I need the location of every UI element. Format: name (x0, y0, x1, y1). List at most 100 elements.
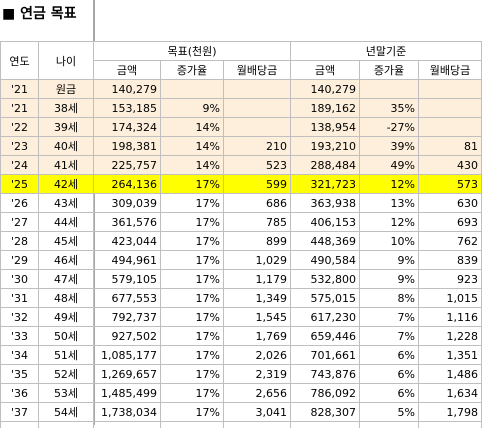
cell-year[interactable]: '27 (1, 213, 39, 232)
cell-year[interactable]: '36 (1, 384, 39, 403)
cell-target-amount[interactable]: 423,044 (94, 232, 161, 251)
cell-yearend-dividend[interactable]: 839 (419, 251, 482, 270)
cell-year[interactable]: '22 (1, 118, 39, 137)
cell-yearend-amount[interactable]: 743,876 (291, 365, 360, 384)
cell-yearend-dividend[interactable] (419, 118, 482, 137)
cell-target-growth[interactable]: 17% (161, 289, 224, 308)
cell-target-growth[interactable]: 17% (161, 327, 224, 346)
cell-yearend-amount[interactable]: 659,446 (291, 327, 360, 346)
cell-year[interactable]: '30 (1, 270, 39, 289)
cell-age[interactable]: 40세 (39, 137, 94, 156)
cell-yearend-dividend[interactable]: 1,486 (419, 365, 482, 384)
cell-yearend-dividend[interactable]: 1,015 (419, 289, 482, 308)
header-target-group[interactable]: 목표(천원) (94, 42, 291, 61)
cell-yearend-dividend[interactable] (419, 99, 482, 118)
cell-yearend-amount[interactable]: 138,954 (291, 118, 360, 137)
cell-yearend-dividend[interactable]: 1,116 (419, 308, 482, 327)
cell-target-amount[interactable]: 264,136 (94, 175, 161, 194)
cell-year[interactable]: '34 (1, 346, 39, 365)
cell-target-dividend[interactable]: 2,656 (224, 384, 291, 403)
header-year[interactable]: 연도 (1, 42, 39, 80)
cell-yearend-amount[interactable]: 321,723 (291, 175, 360, 194)
header-target-amount[interactable]: 금액 (94, 61, 161, 80)
cell-yearend-growth[interactable]: 7% (360, 308, 419, 327)
cell-age[interactable]: 43세 (39, 194, 94, 213)
cell-yearend-dividend[interactable]: 573 (419, 175, 482, 194)
cell-target-growth[interactable]: 17% (161, 308, 224, 327)
cell-target-dividend[interactable]: 210 (224, 137, 291, 156)
cell-target-amount[interactable]: 677,553 (94, 289, 161, 308)
cell-target-amount[interactable]: 153,185 (94, 99, 161, 118)
cell-target-amount[interactable]: 140,279 (94, 80, 161, 99)
cell-yearend-growth[interactable]: 6% (360, 365, 419, 384)
header-yearend-group[interactable]: 년말기준 (291, 42, 482, 61)
cell-target-amount[interactable]: 927,502 (94, 327, 161, 346)
cell-age[interactable]: 54세 (39, 403, 94, 422)
cell-yearend-amount[interactable]: 406,153 (291, 213, 360, 232)
cell-age[interactable]: 44세 (39, 213, 94, 232)
cell-target-dividend[interactable]: 523 (224, 156, 291, 175)
cell-target-dividend[interactable] (224, 118, 291, 137)
cell-yearend-dividend[interactable]: 1,634 (419, 384, 482, 403)
cell-yearend-growth[interactable]: 39% (360, 137, 419, 156)
cell-target-growth[interactable]: 14% (161, 156, 224, 175)
cell-yearend-amount[interactable]: 617,230 (291, 308, 360, 327)
cell-age[interactable]: 48세 (39, 289, 94, 308)
cell-target-growth[interactable]: 17% (161, 403, 224, 422)
cell-year[interactable]: '26 (1, 194, 39, 213)
cell-target-dividend[interactable]: 785 (224, 213, 291, 232)
cell-yearend-amount[interactable]: 828,307 (291, 403, 360, 422)
cell-age[interactable]: 원금 (39, 80, 94, 99)
cell-target-dividend[interactable]: 686 (224, 194, 291, 213)
cell-year[interactable]: '21 (1, 99, 39, 118)
cell-yearend-growth[interactable] (360, 80, 419, 99)
cell-yearend-amount[interactable]: 532,800 (291, 270, 360, 289)
cell-year[interactable]: '31 (1, 289, 39, 308)
cell-age[interactable]: 51세 (39, 346, 94, 365)
cell-yearend-dividend[interactable]: 1,351 (419, 346, 482, 365)
cell-target-dividend[interactable]: 599 (224, 175, 291, 194)
header-age[interactable]: 나이 (39, 42, 94, 80)
header-yearend-amount[interactable]: 금액 (291, 61, 360, 80)
cell-target-dividend[interactable] (224, 99, 291, 118)
cell-target-dividend[interactable]: 3,041 (224, 403, 291, 422)
cell-target-dividend[interactable]: 1,545 (224, 308, 291, 327)
cell-target-amount[interactable]: 579,105 (94, 270, 161, 289)
cell-age[interactable]: 53세 (39, 384, 94, 403)
cell-yearend-growth[interactable]: 10% (360, 232, 419, 251)
cell-age[interactable]: 47세 (39, 270, 94, 289)
cell-age[interactable]: 50세 (39, 327, 94, 346)
cell-yearend-amount[interactable]: 193,210 (291, 137, 360, 156)
cell-target-growth[interactable]: 17% (161, 384, 224, 403)
cell-target-growth[interactable]: 14% (161, 137, 224, 156)
cell-target-growth[interactable]: 17% (161, 194, 224, 213)
cell-target-dividend[interactable]: 1,029 (224, 251, 291, 270)
cell-yearend-amount[interactable]: 575,015 (291, 289, 360, 308)
cell-target-dividend[interactable]: 2,026 (224, 346, 291, 365)
cell-yearend-growth[interactable]: 35% (360, 99, 419, 118)
cell-yearend-dividend[interactable]: 923 (419, 270, 482, 289)
cell-yearend-dividend[interactable]: 1,798 (419, 403, 482, 422)
cell-yearend-dividend[interactable]: 430 (419, 156, 482, 175)
cell-yearend-amount[interactable]: 288,484 (291, 156, 360, 175)
cell-age[interactable]: 49세 (39, 308, 94, 327)
cell-target-amount[interactable]: 361,576 (94, 213, 161, 232)
cell-target-amount[interactable]: 309,039 (94, 194, 161, 213)
cell-target-dividend[interactable] (224, 80, 291, 99)
cell-target-amount[interactable]: 174,324 (94, 118, 161, 137)
cell-target-dividend[interactable]: 2,319 (224, 365, 291, 384)
cell-yearend-growth[interactable]: 8% (360, 289, 419, 308)
cell-age[interactable]: 42세 (39, 175, 94, 194)
cell-target-amount[interactable]: 1,269,657 (94, 365, 161, 384)
cell-target-amount[interactable]: 1,738,034 (94, 403, 161, 422)
cell-target-growth[interactable]: 17% (161, 251, 224, 270)
cell-age[interactable]: 39세 (39, 118, 94, 137)
cell-yearend-growth[interactable]: 6% (360, 384, 419, 403)
cell-yearend-dividend[interactable]: 1,228 (419, 327, 482, 346)
cell-yearend-amount[interactable]: 448,369 (291, 232, 360, 251)
cell-year[interactable]: '28 (1, 232, 39, 251)
cell-yearend-growth[interactable]: 9% (360, 270, 419, 289)
cell-year[interactable]: '24 (1, 156, 39, 175)
cell-yearend-growth[interactable]: 7% (360, 327, 419, 346)
cell-year[interactable]: '21 (1, 80, 39, 99)
